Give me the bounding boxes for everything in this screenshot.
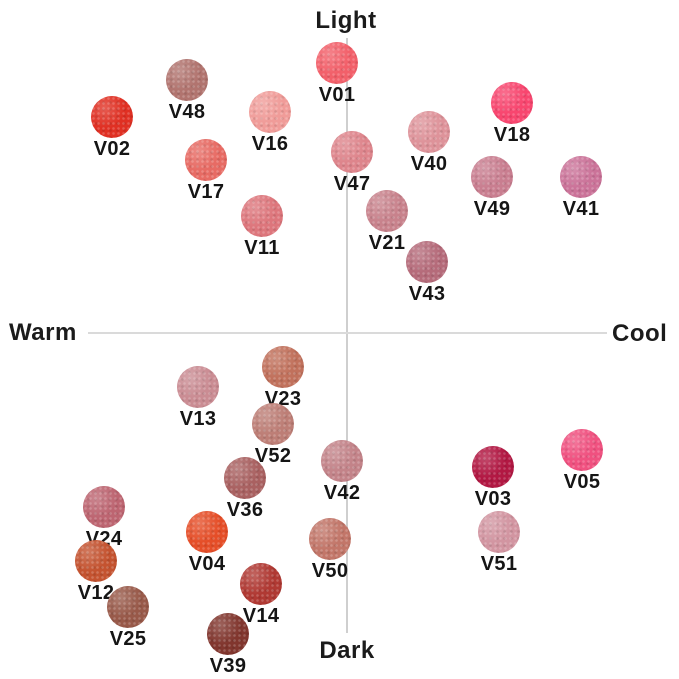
axis-label-warm: Warm	[9, 319, 77, 346]
shade-label-V18: V18	[493, 124, 531, 146]
shade-dot-V11	[241, 195, 283, 237]
shade-dot-V24	[83, 486, 125, 528]
shade-label-V17: V17	[187, 181, 225, 203]
shade-dot-V48	[166, 59, 208, 101]
shade-label-V12: V12	[77, 582, 115, 604]
shade-dot-V17	[185, 139, 227, 181]
swatch-V24: V24	[83, 486, 125, 549]
shade-dot-V12	[75, 540, 117, 582]
swatch-V36: V36	[224, 457, 266, 520]
swatch-V17: V17	[185, 139, 227, 202]
shade-dot-V13	[177, 366, 219, 408]
shade-label-V03: V03	[474, 488, 512, 510]
swatch-V14: V14	[240, 563, 282, 626]
swatch-V49: V49	[471, 156, 513, 219]
shade-label-V40: V40	[410, 153, 448, 175]
swatch-V41: V41	[560, 156, 602, 219]
swatch-V47: V47	[331, 131, 373, 194]
shade-dot-V05	[561, 429, 603, 471]
shade-label-V39: V39	[209, 655, 247, 677]
shade-dot-V01	[316, 42, 358, 84]
swatch-V21: V21	[366, 190, 408, 253]
swatch-V11: V11	[241, 195, 283, 258]
shade-label-V14: V14	[242, 605, 280, 627]
swatch-V52: V52	[252, 403, 294, 466]
axis-label-light: Light	[315, 7, 377, 34]
swatch-V03: V03	[472, 446, 514, 509]
swatch-V48: V48	[166, 59, 208, 122]
swatch-V43: V43	[406, 241, 448, 304]
swatch-V18: V18	[491, 82, 533, 145]
swatch-V39: V39	[207, 613, 249, 676]
shade-label-V13: V13	[179, 408, 217, 430]
shade-dot-V02	[91, 96, 133, 138]
axis-label-dark: Dark	[319, 637, 375, 664]
horizontal-axis-line	[88, 332, 607, 334]
shade-label-V21: V21	[368, 232, 406, 254]
shade-label-V16: V16	[251, 133, 289, 155]
shade-dot-V42	[321, 440, 363, 482]
shade-label-V51: V51	[480, 553, 518, 575]
swatch-V12: V12	[75, 540, 117, 603]
shade-label-V42: V42	[323, 482, 361, 504]
swatch-V05: V05	[561, 429, 603, 492]
swatch-V01: V01	[316, 42, 358, 105]
shade-label-V48: V48	[168, 101, 206, 123]
shade-label-V11: V11	[244, 237, 280, 259]
shade-dot-V25	[107, 586, 149, 628]
shade-dot-V03	[472, 446, 514, 488]
shade-dot-V23	[262, 346, 304, 388]
shade-dot-V18	[491, 82, 533, 124]
swatch-V25: V25	[107, 586, 149, 649]
shade-label-V50: V50	[311, 560, 349, 582]
shade-dot-V41	[560, 156, 602, 198]
vertical-axis-line	[346, 38, 348, 633]
shade-dot-V43	[406, 241, 448, 283]
shade-label-V36: V36	[226, 499, 264, 521]
shade-dot-V16	[249, 91, 291, 133]
swatch-V02: V02	[91, 96, 133, 159]
swatch-V40: V40	[408, 111, 450, 174]
shade-label-V01: V01	[318, 84, 356, 106]
shade-label-V25: V25	[109, 628, 147, 650]
swatch-V50: V50	[309, 518, 351, 581]
swatch-V42: V42	[321, 440, 363, 503]
shade-dot-V50	[309, 518, 351, 560]
swatch-V51: V51	[478, 511, 520, 574]
shade-label-V52: V52	[254, 445, 292, 467]
shade-dot-V47	[331, 131, 373, 173]
shade-dot-V39	[207, 613, 249, 655]
shade-label-V43: V43	[408, 283, 446, 305]
shade-label-V49: V49	[473, 198, 511, 220]
shade-dot-V52	[252, 403, 294, 445]
shade-dot-V49	[471, 156, 513, 198]
swatch-V04: V04	[186, 511, 228, 574]
axis-label-cool: Cool	[612, 320, 668, 347]
swatch-V16: V16	[249, 91, 291, 154]
shade-label-V05: V05	[563, 471, 601, 493]
shade-label-V04: V04	[188, 553, 226, 575]
shade-label-V02: V02	[93, 138, 131, 160]
shade-dot-V21	[366, 190, 408, 232]
shade-dot-V14	[240, 563, 282, 605]
shade-dot-V04	[186, 511, 228, 553]
swatch-V23: V23	[262, 346, 304, 409]
swatch-V13: V13	[177, 366, 219, 429]
shade-label-V41: V41	[562, 198, 600, 220]
shade-dot-V40	[408, 111, 450, 153]
shade-dot-V51	[478, 511, 520, 553]
shade-label-V47: V47	[333, 173, 371, 195]
shade-dot-V36	[224, 457, 266, 499]
